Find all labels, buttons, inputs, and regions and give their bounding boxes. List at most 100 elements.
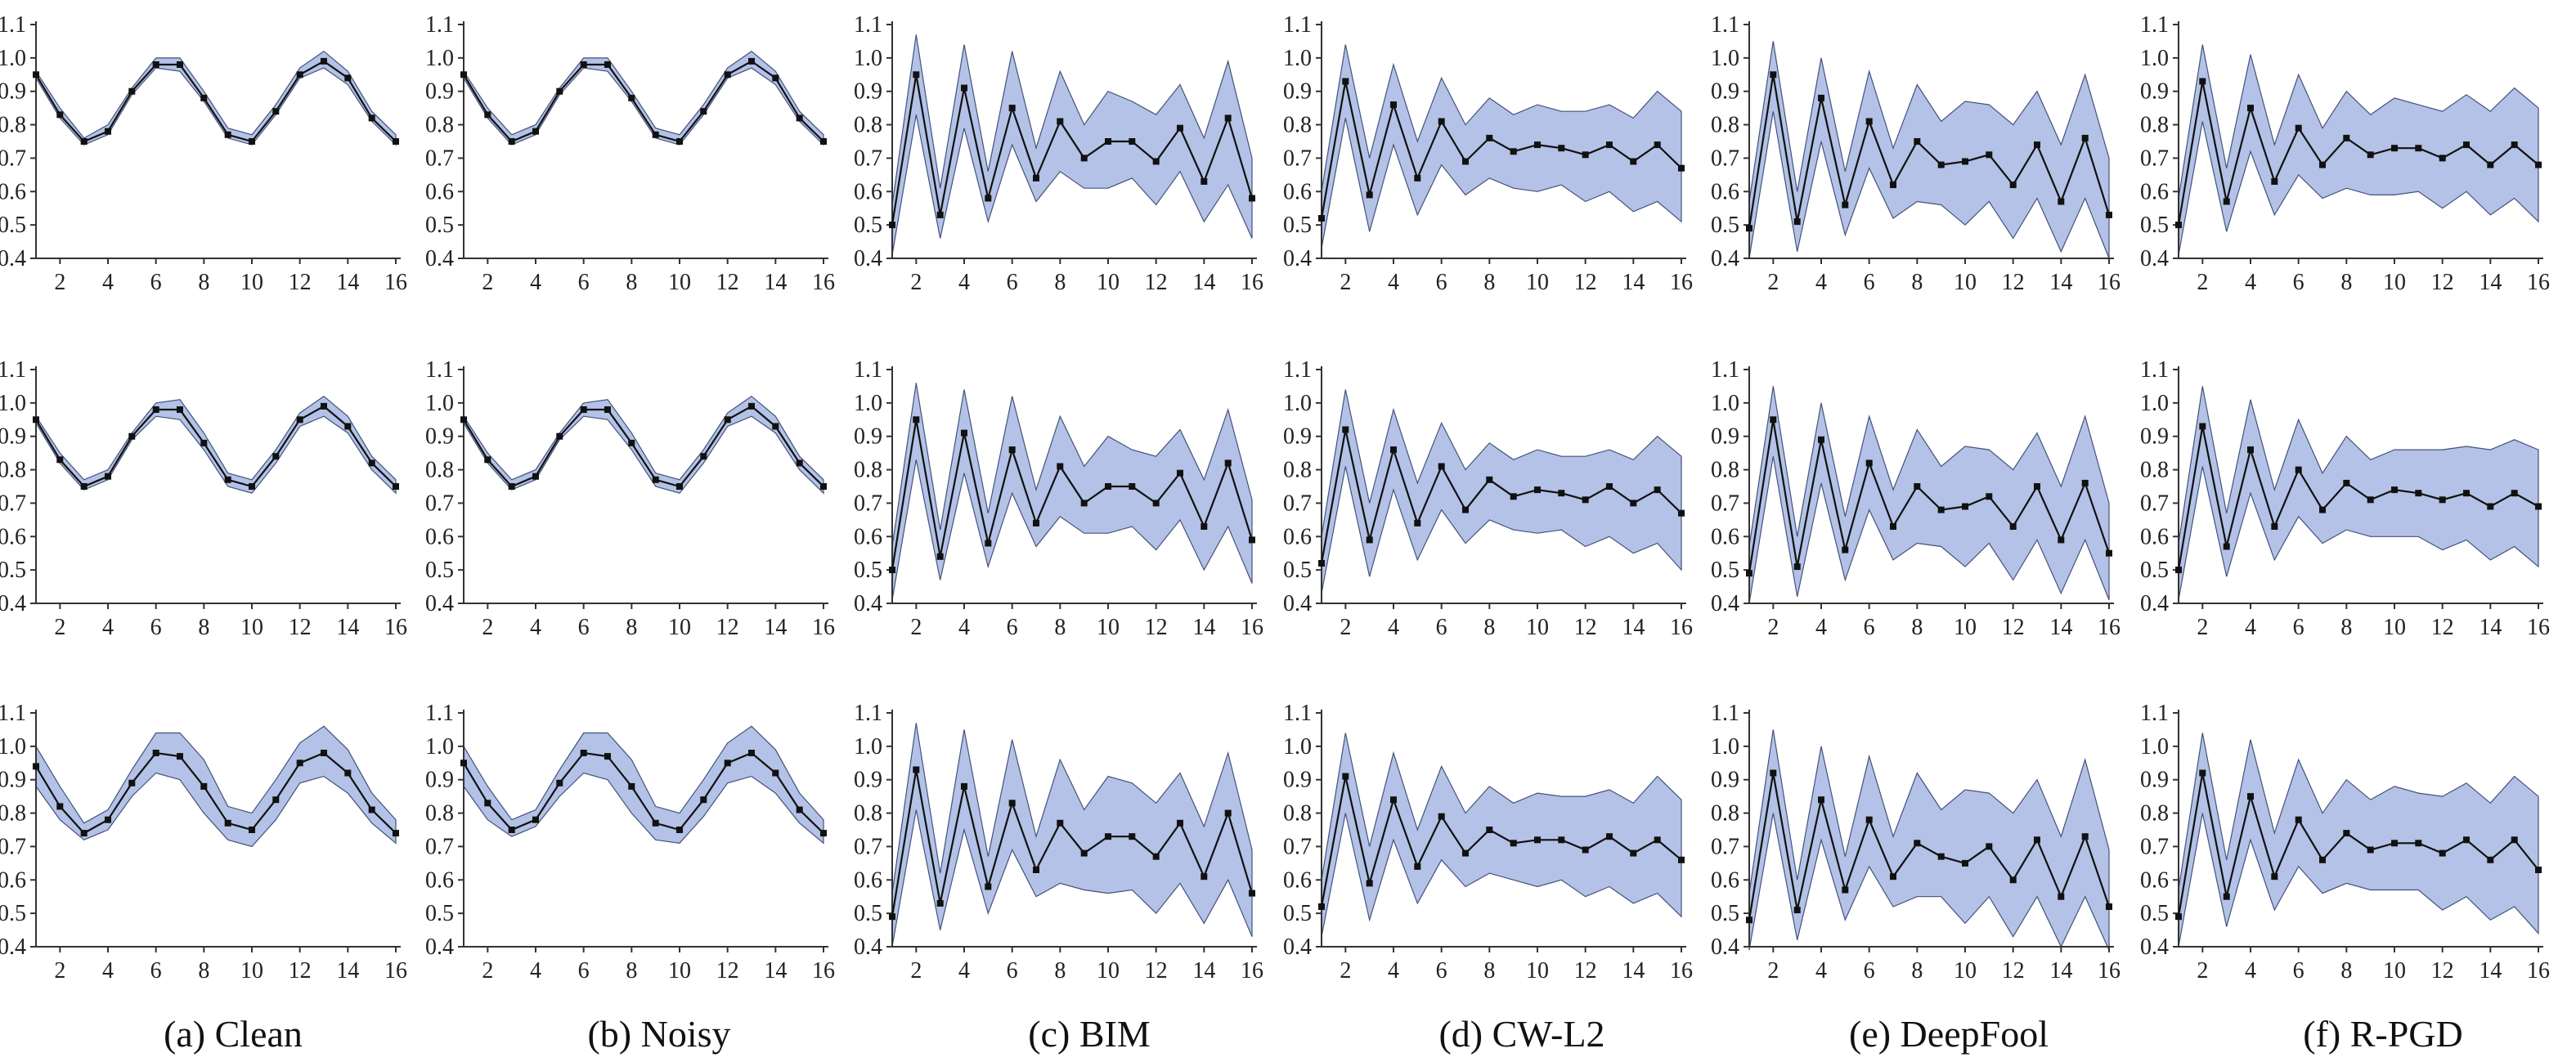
x-tick-label: 8 xyxy=(1054,270,1066,295)
x-tick-label: 4 xyxy=(530,958,541,984)
data-point xyxy=(1414,863,1421,870)
y-tick-label: 0.9 xyxy=(1283,424,1312,450)
data-point xyxy=(985,883,992,890)
x-tick-label: 8 xyxy=(626,615,637,640)
y-tick-label: 0.6 xyxy=(1711,524,1739,549)
y-tick-label: 0.4 xyxy=(854,591,882,616)
data-point xyxy=(1842,546,1849,553)
data-point xyxy=(200,782,208,790)
x-tick-label: 10 xyxy=(240,270,263,295)
data-point xyxy=(1793,563,1801,571)
panel-r1-c4: 0.4 0.5 0.6 0.7 0.8 0.9 1.0 1.1 2 4 6 8 10 12 14 16 xyxy=(1283,12,1693,295)
data-point xyxy=(1986,151,1993,159)
x-tick-label: 14 xyxy=(764,270,787,295)
y-tick-label: 0.4 xyxy=(425,591,454,616)
data-point xyxy=(556,779,563,786)
x-tick-label: 8 xyxy=(1911,270,1923,295)
data-point xyxy=(1462,158,1469,165)
data-point xyxy=(1654,486,1661,494)
x-tick-label: 10 xyxy=(1954,615,1977,640)
confidence-band xyxy=(891,34,1253,256)
data-point xyxy=(1033,519,1039,527)
data-point xyxy=(748,750,755,756)
data-point xyxy=(2199,423,2206,430)
y-tick-label: 0.4 xyxy=(0,934,26,960)
x-tick-label: 8 xyxy=(1054,615,1066,640)
panel-r1-c1: 0.4 0.5 0.6 0.7 0.8 0.9 1.0 1.1 2 4 6 8 10 12 14 16 xyxy=(0,12,407,295)
x-tick-label: 12 xyxy=(716,615,739,640)
data-point xyxy=(1890,181,1896,189)
x-tick-label: 2 xyxy=(910,958,922,984)
x-tick-label: 4 xyxy=(102,270,114,295)
data-point xyxy=(1770,71,1777,78)
data-point xyxy=(1746,570,1752,577)
data-point xyxy=(1486,476,1493,483)
data-point xyxy=(2463,490,2470,497)
y-tick-label: 0.4 xyxy=(1711,591,1739,616)
x-tick-label: 4 xyxy=(2245,615,2256,640)
series-line xyxy=(35,405,397,488)
data-point xyxy=(2247,446,2254,454)
data-point xyxy=(33,416,39,423)
panel-r1-c5: 0.4 0.5 0.6 0.7 0.8 0.9 1.0 1.1 2 4 6 8 10 12 14 16 xyxy=(1711,12,2120,295)
data-point xyxy=(1582,151,1589,159)
confidence-band xyxy=(463,725,824,845)
data-point xyxy=(1962,859,1968,867)
data-point xyxy=(344,74,352,82)
series-line xyxy=(2177,773,2539,917)
series-line xyxy=(1320,776,1682,907)
confidence-band xyxy=(2178,44,2539,256)
x-tick-label: 8 xyxy=(2340,958,2352,984)
data-point xyxy=(700,108,707,115)
data-point xyxy=(1534,141,1541,149)
data-point xyxy=(820,138,827,145)
data-point xyxy=(1937,506,1945,513)
data-point xyxy=(913,416,920,423)
x-tick-label: 14 xyxy=(336,270,359,295)
data-point xyxy=(2319,506,2326,513)
y-tick-label: 0.7 xyxy=(1711,491,1739,516)
y-tick-label: 1.1 xyxy=(854,357,882,383)
y-tick-label: 0.5 xyxy=(1283,558,1312,583)
y-tick-label: 1.1 xyxy=(2140,12,2169,38)
data-point xyxy=(1510,840,1517,847)
y-tick-label: 1.0 xyxy=(2140,734,2169,760)
y-tick-label: 0.8 xyxy=(0,113,26,138)
data-point xyxy=(128,87,136,95)
data-point xyxy=(1390,796,1397,804)
data-point xyxy=(1390,101,1397,109)
y-tick-label: 0.6 xyxy=(854,524,882,549)
x-tick-label: 2 xyxy=(910,615,922,640)
data-point xyxy=(772,74,779,82)
data-point xyxy=(2271,873,2278,881)
y-tick-label: 0.4 xyxy=(1283,591,1312,616)
x-tick-label: 4 xyxy=(102,615,114,640)
data-point xyxy=(2106,211,2112,218)
x-tick-label: 12 xyxy=(2002,958,2025,984)
data-point xyxy=(80,483,88,490)
data-point xyxy=(1080,500,1088,507)
data-point xyxy=(2223,198,2230,205)
y-tick-label: 1.1 xyxy=(1283,12,1312,38)
data-point xyxy=(1914,840,1921,847)
data-point xyxy=(2439,496,2446,504)
x-tick-label: 4 xyxy=(530,270,541,295)
data-point xyxy=(2391,486,2398,494)
y-tick-label: 0.8 xyxy=(425,801,454,827)
series-line xyxy=(1748,74,2111,229)
data-point xyxy=(1818,436,1824,443)
data-point xyxy=(1008,800,1016,807)
data-point xyxy=(368,114,375,122)
data-point xyxy=(2367,151,2374,159)
x-tick-label: 14 xyxy=(1192,270,1215,295)
y-tick-label: 0.6 xyxy=(0,524,26,549)
panel-r2-c2: 0.4 0.5 0.6 0.7 0.8 0.9 1.0 1.1 2 4 6 8 10 12 14 16 xyxy=(425,357,835,640)
y-tick-label: 0.8 xyxy=(1711,458,1739,483)
data-point xyxy=(2106,903,2112,910)
x-tick-label: 4 xyxy=(1388,958,1399,984)
data-point xyxy=(532,473,539,480)
x-tick-label: 12 xyxy=(1574,615,1597,640)
data-point xyxy=(889,567,895,574)
data-point xyxy=(1200,523,1208,530)
data-point xyxy=(224,476,231,483)
